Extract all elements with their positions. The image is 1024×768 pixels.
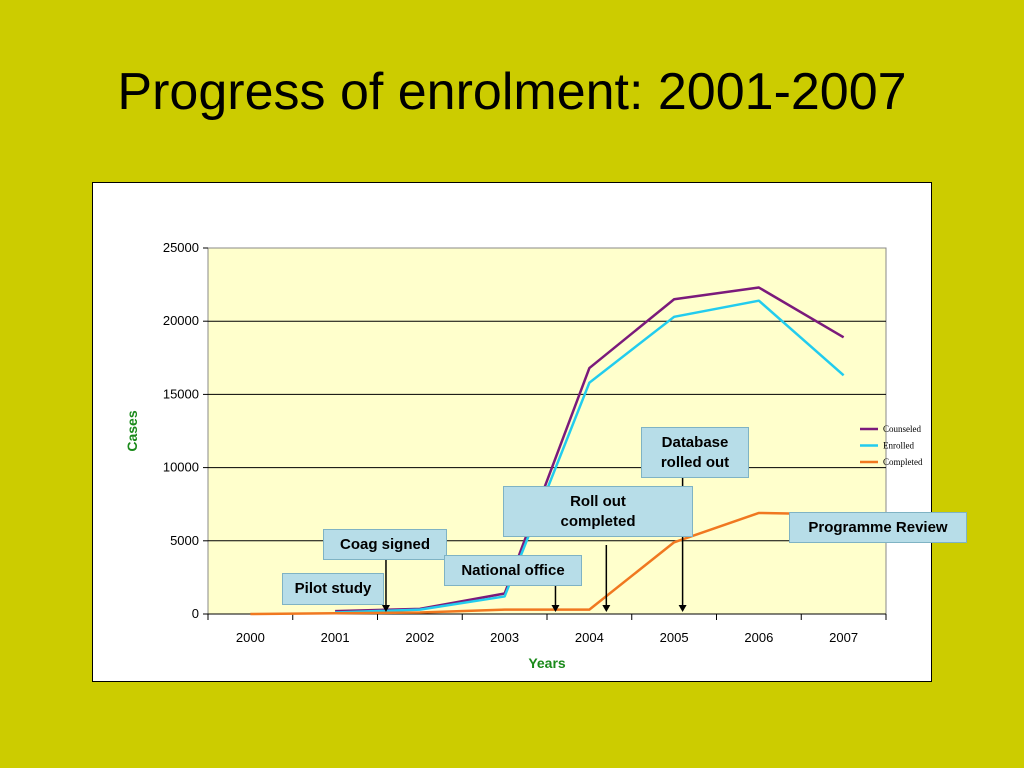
y-tick-label: 5000 xyxy=(170,533,199,548)
x-tick-label: 2001 xyxy=(321,630,350,645)
chart-container: 0 5000 10000 15000 20000 25000 2000 2001 2002 200… xyxy=(92,182,932,682)
x-tick-label: 2006 xyxy=(744,630,773,645)
annotation-line: Programme Review xyxy=(808,518,948,536)
series-line-completed xyxy=(250,511,844,616)
x-tick-label: 2003 xyxy=(490,630,519,645)
annotation-line: rolled out xyxy=(660,453,730,471)
annotation-arrowhead-coag xyxy=(381,605,390,612)
y-tick-label: 25000 xyxy=(163,240,199,255)
series-line-enrolled xyxy=(335,299,845,614)
annotation-line: Database xyxy=(661,433,729,451)
legend-label-enrolled: Enrolled xyxy=(883,441,914,451)
annotation-national-office: National office xyxy=(444,555,582,586)
annotation-line: completed xyxy=(560,512,636,530)
x-tick-label: 2007 xyxy=(829,630,858,645)
annotation-arrowhead-national xyxy=(551,605,560,612)
annotation-line: National office xyxy=(461,561,565,579)
x-tick-label: 2005 xyxy=(660,630,689,645)
legend-label-counseled: Counseled xyxy=(883,424,921,434)
y-tick-label: 10000 xyxy=(163,460,199,475)
legend-label-completed: Completed xyxy=(883,457,923,467)
annotation-line: Coag signed xyxy=(339,535,430,553)
annotation-pilot-study: Pilot study xyxy=(282,573,384,605)
x-tick-label: 2000 xyxy=(236,630,265,645)
annotation-line: Pilot study xyxy=(294,580,372,597)
annotation-arrowhead-database xyxy=(678,605,687,612)
line-chart: 0 5000 10000 15000 20000 25000 2000 2001 2002 200… xyxy=(124,240,923,671)
x-axis-title: Years xyxy=(528,655,566,671)
annotation-roll-out-completed: Roll out completed xyxy=(503,486,693,537)
annotation-coag-signed: Coag signed xyxy=(323,529,447,560)
plot-area xyxy=(207,247,887,615)
slide-title: Progress of enrolment: 2001-2007 xyxy=(117,63,907,121)
y-tick-label: 20000 xyxy=(163,313,199,328)
y-tick-label: 15000 xyxy=(163,386,199,401)
annotation-arrowhead-rollout xyxy=(602,605,611,612)
annotation-database-rolled-out: Database rolled out xyxy=(641,427,749,478)
x-tick-label: 2004 xyxy=(575,630,604,645)
annotation-programme-review: Programme Review xyxy=(789,512,967,543)
annotation-line: Roll out xyxy=(570,492,626,510)
x-tick-label: 2002 xyxy=(405,630,434,645)
y-tick-label: 0 xyxy=(192,606,199,621)
y-axis-title: Cases xyxy=(124,410,140,451)
